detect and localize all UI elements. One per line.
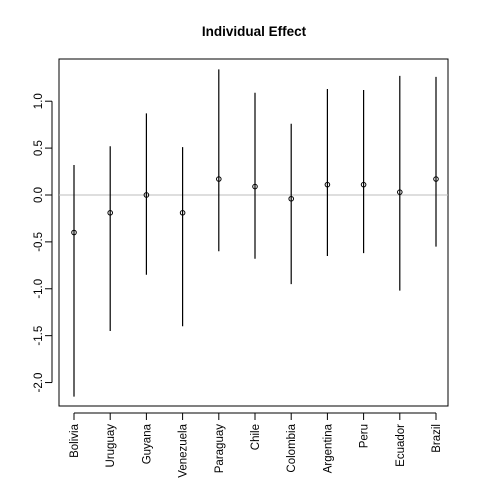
point-chile (252, 183, 258, 190)
y-tick-label: -2.0 (33, 373, 45, 393)
x-tick-label-paraguay: Paraguay (214, 424, 226, 473)
x-axis: Bolivia Uruguay Guyana Venezuela Paraguay Chi… (69, 412, 443, 478)
x-tick-label-bolivia: Bolivia (69, 423, 81, 457)
chart-title: Individual Effect (202, 24, 307, 39)
x-tick-label-chile: Chile (250, 424, 262, 450)
y-tick-label: 1.0 (33, 93, 45, 109)
y-axis: -2.0 -1.5 -1.0 -0.5 0.0 0.5 1.0 (33, 93, 53, 393)
point-brazil (433, 176, 439, 182)
x-tick-label-colombia: Colombia (286, 423, 298, 472)
x-tick-label-uruguay: Uruguay (105, 424, 117, 468)
point-colombia (288, 195, 295, 202)
point-guyana (143, 192, 150, 198)
y-tick-label: 0.0 (33, 187, 45, 203)
x-tick-label-peru: Peru (359, 424, 371, 448)
y-tick-label: -1.5 (33, 326, 45, 346)
point-venezuela (179, 210, 186, 216)
plot-frame (58, 58, 449, 407)
point-paraguay (216, 176, 222, 182)
x-tick-label-ecuador: Ecuador (395, 424, 407, 467)
point-uruguay (107, 210, 113, 216)
x-tick-label-venezuela: Venezuela (178, 423, 190, 477)
x-tick-label-brazil: Brazil (431, 424, 443, 453)
point-ecuador (397, 189, 403, 195)
y-tick-label: -0.5 (33, 232, 45, 252)
point-peru (360, 181, 367, 188)
y-tick-label: 0.5 (33, 140, 45, 156)
x-tick-label-argentina: Argentina (322, 423, 334, 473)
point-bolivia (71, 229, 77, 236)
effect-marks (71, 69, 439, 397)
x-tick-label-guyana: Guyana (141, 423, 153, 464)
y-tick-label: -1.0 (33, 279, 45, 299)
point-argentina (324, 181, 331, 188)
